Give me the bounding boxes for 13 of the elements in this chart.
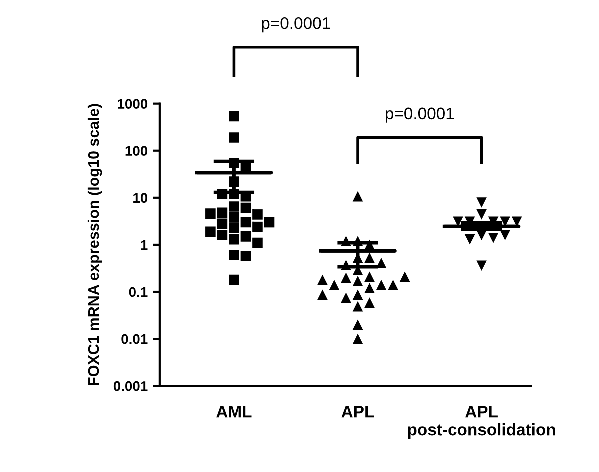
text: p=0.0001 xyxy=(262,17,330,33)
x-tick-label: APL xyxy=(342,406,374,418)
y-tick-label: 1000 xyxy=(118,99,148,110)
y-tick-label: 100 xyxy=(126,146,148,156)
y-tick-label: 0.001 xyxy=(114,381,148,392)
x-tick-label: AML xyxy=(216,406,252,418)
y-axis-title: FOXC1 mRNA expression (log10 scale) xyxy=(88,104,102,386)
y-tick-label: 10 xyxy=(134,193,148,204)
y-tick-label: 0.1 xyxy=(129,287,148,298)
annotation: p=0.0001 xyxy=(386,108,454,123)
y-tick-label: 0.01 xyxy=(122,334,148,344)
x-tick-label: APL post-consolidation xyxy=(408,406,556,440)
y-tick-label: 1 xyxy=(141,240,148,250)
